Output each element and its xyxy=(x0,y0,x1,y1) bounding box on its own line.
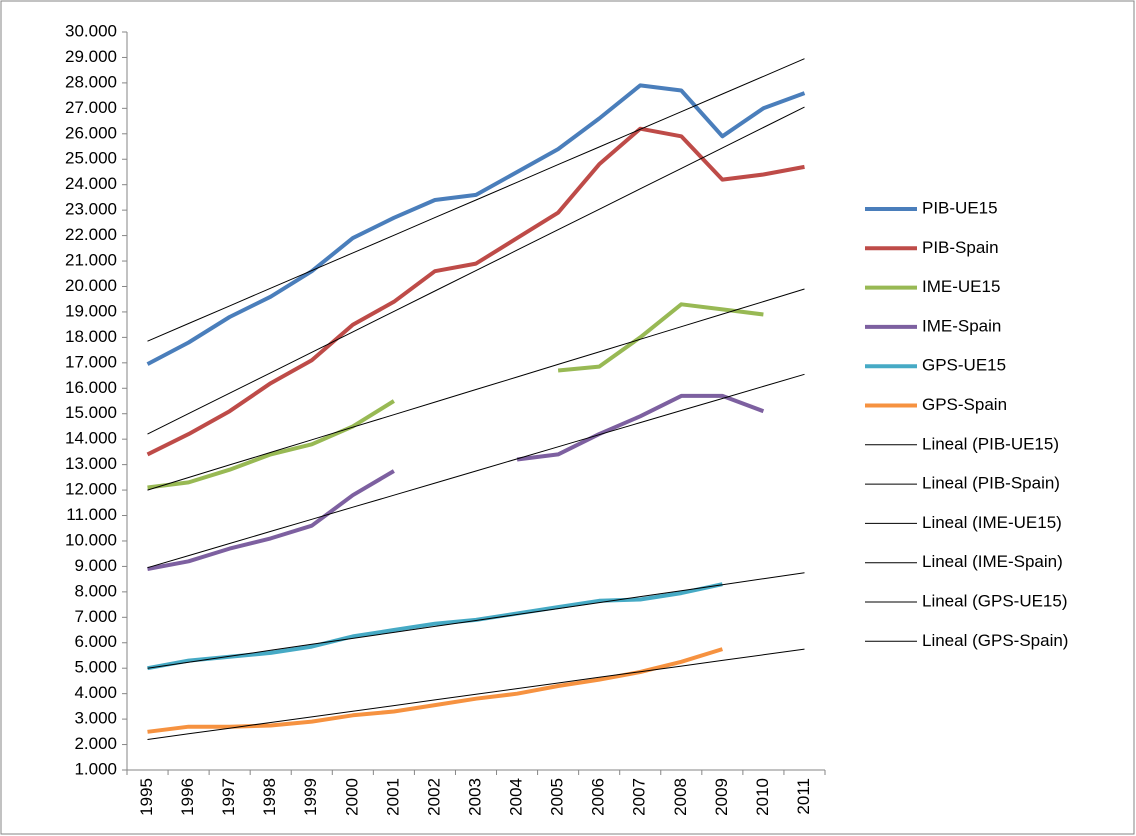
y-tick-label: 25.000 xyxy=(65,149,117,168)
series-line xyxy=(147,106,805,435)
series-line xyxy=(147,373,805,569)
x-tick-label: 1998 xyxy=(260,778,279,816)
y-tick-label: 15.000 xyxy=(65,403,117,422)
legend-label: GPS-UE15 xyxy=(922,356,1006,375)
legend-label: Lineal (PIB-UE15) xyxy=(922,434,1059,453)
x-tick-label: 2010 xyxy=(753,778,772,816)
y-tick-label: 1.000 xyxy=(74,759,117,778)
x-tick-label: 2004 xyxy=(507,778,526,816)
x-tick-label: 2007 xyxy=(630,778,649,816)
series-line xyxy=(516,393,765,462)
y-tick-label: 4.000 xyxy=(74,683,117,702)
y-tick-label: 19.000 xyxy=(65,301,117,320)
y-tick-label: 3.000 xyxy=(74,709,117,728)
y-tick-label: 5.000 xyxy=(74,658,117,677)
y-tick-label: 16.000 xyxy=(65,378,117,397)
x-tick-label: 1996 xyxy=(178,778,197,816)
y-tick-label: 24.000 xyxy=(65,174,117,193)
y-tick-label: 22.000 xyxy=(65,225,117,244)
x-tick-label: 2006 xyxy=(589,778,608,816)
legend-label: PIB-Spain xyxy=(922,238,999,257)
y-tick-label: 12.000 xyxy=(65,480,117,499)
series-line xyxy=(147,648,805,740)
y-tick-label: 10.000 xyxy=(65,530,117,549)
legend-label: Lineal (IME-Spain) xyxy=(922,552,1063,571)
series-line xyxy=(147,582,723,671)
series-line xyxy=(147,58,805,342)
legend-label: Lineal (IME-UE15) xyxy=(922,513,1062,532)
y-tick-label: 9.000 xyxy=(74,556,117,575)
legend-label: IME-Spain xyxy=(922,316,1001,335)
x-tick-label: 2003 xyxy=(465,778,484,816)
y-tick-label: 11.000 xyxy=(66,505,117,524)
legend-label: Lineal (GPS-UE15) xyxy=(922,591,1068,610)
series-line xyxy=(146,126,805,457)
x-tick-label: 2009 xyxy=(712,778,731,816)
x-tick-label: 1999 xyxy=(301,778,320,816)
y-tick-label: 28.000 xyxy=(65,72,117,91)
legend-label: Lineal (PIB-Spain) xyxy=(922,474,1060,493)
y-tick-label: 26.000 xyxy=(65,123,117,142)
y-tick-label: 2.000 xyxy=(74,734,117,753)
y-tick-label: 6.000 xyxy=(74,632,117,651)
x-tick-label: 2002 xyxy=(424,778,443,816)
y-tick-label: 13.000 xyxy=(65,454,117,473)
y-tick-label: 27.000 xyxy=(65,98,117,117)
y-tick-label: 30.000 xyxy=(65,21,117,40)
series-line xyxy=(147,288,805,491)
legend-label: PIB-UE15 xyxy=(922,198,998,217)
x-tick-label: 1995 xyxy=(137,778,156,816)
series-line xyxy=(557,302,764,373)
x-tick-label: 2001 xyxy=(383,778,402,816)
series-line xyxy=(147,399,395,490)
y-tick-label: 17.000 xyxy=(65,352,117,371)
y-tick-label: 23.000 xyxy=(65,200,117,219)
y-tick-label: 7.000 xyxy=(74,607,117,626)
y-tick-label: 8.000 xyxy=(74,581,117,600)
y-tick-label: 18.000 xyxy=(65,327,117,346)
x-tick-label: 2000 xyxy=(342,778,361,816)
x-tick-label: 2005 xyxy=(548,778,567,816)
series-line xyxy=(147,469,395,571)
x-tick-label: 2008 xyxy=(671,778,690,816)
x-tick-label: 1997 xyxy=(219,778,238,816)
legend-label: GPS-Spain xyxy=(922,395,1007,414)
series-line xyxy=(147,572,805,669)
y-tick-label: 20.000 xyxy=(65,276,117,295)
y-tick-label: 14.000 xyxy=(65,429,117,448)
x-tick-label: 2011 xyxy=(794,778,813,815)
y-tick-label: 21.000 xyxy=(65,251,117,270)
legend-label: IME-UE15 xyxy=(922,277,1000,296)
y-tick-label: 29.000 xyxy=(65,47,117,66)
legend-label: Lineal (GPS-Spain) xyxy=(922,631,1068,650)
